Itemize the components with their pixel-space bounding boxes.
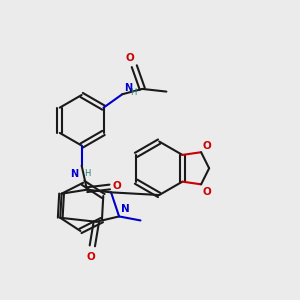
Text: O: O	[125, 53, 134, 63]
Text: N: N	[124, 83, 132, 93]
Text: O: O	[202, 187, 211, 197]
Text: N: N	[121, 204, 129, 214]
Text: N: N	[70, 169, 78, 178]
Text: H: H	[130, 88, 136, 97]
Text: O: O	[113, 181, 122, 190]
Text: O: O	[86, 252, 95, 262]
Text: H: H	[85, 169, 91, 178]
Text: O: O	[202, 141, 211, 151]
